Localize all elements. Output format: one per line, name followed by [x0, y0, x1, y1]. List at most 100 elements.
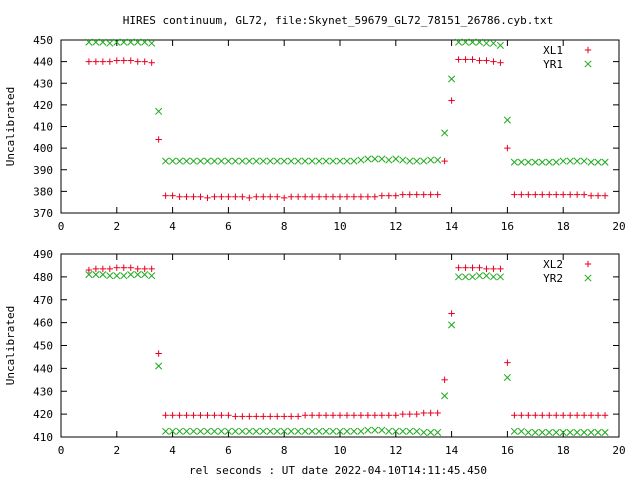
y-tick-label: 410 [33, 121, 53, 134]
data-point [461, 273, 470, 281]
data-point [399, 191, 406, 198]
data-point [468, 38, 477, 46]
data-point [92, 38, 100, 46]
data-point [176, 157, 184, 165]
data-point [343, 157, 351, 165]
data-point [392, 412, 399, 419]
data-point [120, 272, 128, 280]
data-point [294, 413, 302, 420]
data-point [127, 38, 135, 46]
data-point [448, 75, 456, 83]
bottom-plot-panel: 410 420 430 440 450 460 470 480 490 0 2 4 6 8 10 12 14 16… [4, 248, 626, 457]
data-point [239, 193, 246, 200]
data-point [364, 412, 372, 419]
data-point [580, 412, 588, 419]
data-point [155, 350, 162, 357]
data-point [246, 194, 253, 202]
data-point [413, 410, 420, 418]
data-point [580, 428, 588, 436]
data-point [357, 412, 365, 419]
data-point [455, 38, 463, 46]
data-point [566, 157, 574, 165]
data-point [399, 427, 407, 435]
data-point [594, 428, 602, 436]
data-point [455, 56, 462, 63]
data-point [413, 191, 420, 198]
data-point [350, 427, 358, 435]
data-point [211, 193, 218, 200]
data-point [566, 428, 574, 436]
data-point [322, 193, 330, 200]
data-point [434, 191, 441, 198]
data-point [524, 158, 532, 166]
data-point [253, 413, 260, 420]
plot-frame [60, 253, 620, 438]
x-tick-label: 10 [333, 444, 346, 457]
data-point [280, 157, 288, 165]
data-point [120, 38, 128, 46]
y-tick-label: 480 [33, 271, 53, 284]
data-point [546, 412, 553, 419]
data-point [413, 427, 421, 435]
data-point [546, 191, 553, 198]
data-point [510, 427, 518, 435]
data-point [364, 155, 372, 163]
data-point [176, 193, 183, 200]
data-point [406, 191, 413, 198]
data-point [448, 310, 455, 317]
data-point [232, 193, 239, 200]
data-point [573, 428, 581, 436]
data-point [203, 427, 212, 435]
data-point [601, 428, 609, 436]
series-yr2 [85, 271, 609, 436]
data-point [182, 427, 191, 435]
data-point [189, 157, 198, 165]
data-point [517, 158, 525, 166]
data-point [497, 59, 504, 66]
data-point [169, 412, 176, 419]
data-point [217, 427, 225, 435]
data-point [85, 271, 93, 279]
data-point [587, 158, 595, 166]
data-point [378, 412, 386, 419]
x-axis-label: rel seconds : UT date 2022-04-10T14:11:4… [189, 464, 487, 477]
data-point [134, 271, 142, 279]
data-point [322, 157, 330, 165]
data-point [169, 427, 177, 435]
data-point [210, 157, 219, 165]
data-point [434, 409, 441, 417]
data-point [287, 157, 295, 165]
data-point [580, 157, 588, 165]
data-point [141, 38, 149, 46]
data-point [85, 266, 93, 274]
y-tick-label: 460 [33, 317, 53, 330]
data-point [427, 191, 434, 198]
data-point [406, 427, 414, 435]
data-point [406, 157, 414, 165]
data-point [462, 56, 469, 63]
data-point [169, 192, 176, 199]
data-point [385, 156, 393, 164]
data-point [503, 373, 511, 382]
data-point [141, 265, 148, 273]
data-point [343, 427, 351, 435]
data-point [413, 157, 421, 165]
data-point [469, 264, 476, 271]
data-point [343, 193, 351, 200]
data-point [357, 427, 365, 435]
data-point [532, 412, 539, 419]
data-point [336, 157, 344, 165]
y-tick-label: 440 [33, 56, 53, 69]
data-point [92, 271, 100, 279]
series-xl1 [85, 56, 609, 202]
data-point [113, 38, 121, 46]
data-point [183, 193, 190, 200]
y-tick-label: 390 [33, 164, 53, 177]
data-point [246, 413, 253, 420]
legend-label-xl2: XL2 [543, 258, 563, 271]
data-point [587, 428, 595, 436]
y-axis-label: Uncalibrated [4, 306, 17, 385]
data-point [364, 426, 372, 434]
data-point [92, 58, 100, 65]
x-tick-label: 2 [113, 220, 120, 233]
